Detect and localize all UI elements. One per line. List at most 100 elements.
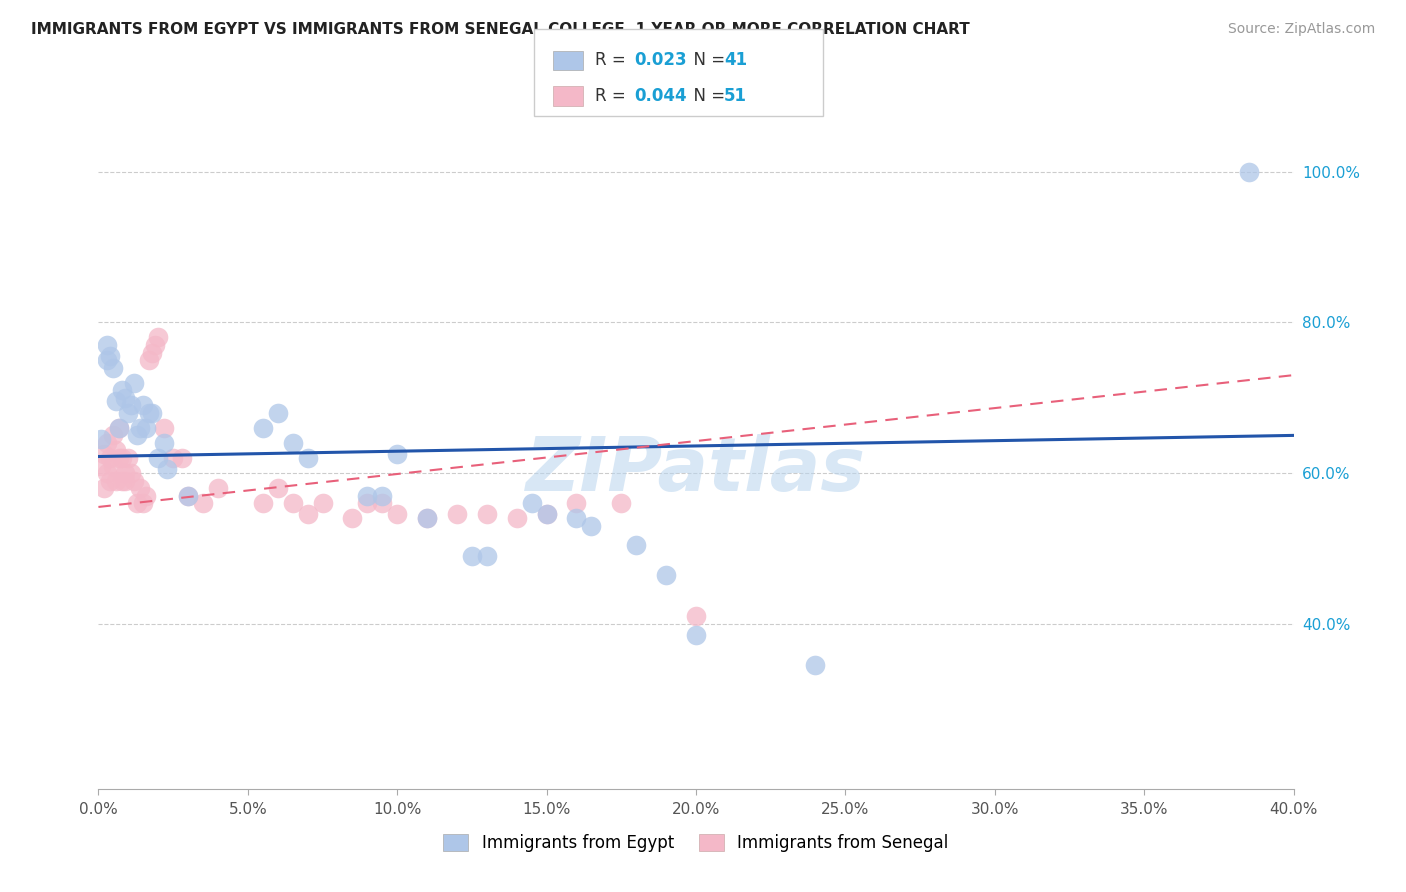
Point	[506, 511, 529, 525]
Point	[148, 330, 170, 344]
Point	[281, 496, 304, 510]
Point	[581, 518, 603, 533]
Point	[105, 474, 128, 488]
Point	[1237, 165, 1260, 179]
Point	[103, 428, 125, 442]
Point	[135, 421, 157, 435]
Point	[120, 466, 142, 480]
Point	[127, 496, 149, 510]
Point	[98, 450, 122, 465]
Point	[105, 394, 128, 409]
Point	[416, 511, 439, 525]
Point	[105, 443, 128, 458]
Point	[385, 508, 409, 522]
Point	[267, 481, 290, 495]
Point	[356, 489, 378, 503]
Point	[129, 421, 152, 435]
Point	[108, 421, 131, 435]
Text: N =: N =	[683, 87, 731, 104]
Point	[446, 508, 468, 522]
Point	[93, 447, 115, 461]
Point	[96, 436, 118, 450]
Point	[172, 450, 194, 465]
Point	[90, 458, 112, 473]
Point	[252, 496, 274, 510]
Point	[156, 462, 179, 476]
Text: N =: N =	[683, 52, 731, 70]
Point	[124, 474, 146, 488]
Point	[385, 447, 409, 461]
Point	[111, 450, 134, 465]
Point	[536, 508, 558, 522]
Text: R =: R =	[595, 52, 631, 70]
Point	[252, 421, 274, 435]
Point	[297, 450, 319, 465]
Point	[132, 496, 155, 510]
Point	[148, 450, 170, 465]
Point	[93, 481, 115, 495]
Point	[98, 474, 122, 488]
Point	[267, 406, 290, 420]
Point	[626, 538, 648, 552]
Point	[342, 511, 364, 525]
Point	[311, 496, 333, 510]
Point	[111, 383, 134, 397]
Point	[565, 496, 588, 510]
Text: 41: 41	[724, 52, 747, 70]
Point	[132, 398, 155, 412]
Point	[685, 609, 707, 624]
Point	[416, 511, 439, 525]
Point	[141, 345, 163, 359]
Point	[127, 428, 149, 442]
Point	[111, 474, 134, 488]
Point	[90, 432, 112, 446]
Point	[96, 466, 118, 480]
Point	[565, 511, 588, 525]
Point	[138, 353, 160, 368]
Point	[207, 481, 229, 495]
Point	[114, 466, 136, 480]
Point	[297, 508, 319, 522]
Point	[129, 481, 152, 495]
Point	[138, 406, 160, 420]
Point	[124, 376, 146, 390]
Point	[281, 436, 304, 450]
Point	[103, 458, 125, 473]
Point	[108, 421, 131, 435]
Point	[143, 338, 166, 352]
Point	[96, 353, 118, 368]
Point	[114, 474, 136, 488]
Point	[114, 391, 136, 405]
Point	[804, 658, 827, 673]
Point	[120, 398, 142, 412]
Text: 51: 51	[724, 87, 747, 104]
Point	[98, 349, 122, 363]
Point	[153, 436, 176, 450]
Text: Source: ZipAtlas.com: Source: ZipAtlas.com	[1227, 22, 1375, 37]
Point	[371, 489, 394, 503]
Point	[536, 508, 558, 522]
Point	[475, 549, 498, 563]
Text: IMMIGRANTS FROM EGYPT VS IMMIGRANTS FROM SENEGAL COLLEGE, 1 YEAR OR MORE CORRELA: IMMIGRANTS FROM EGYPT VS IMMIGRANTS FROM…	[31, 22, 970, 37]
Point	[475, 508, 498, 522]
Point	[135, 489, 157, 503]
Text: R =: R =	[595, 87, 631, 104]
Point	[520, 496, 543, 510]
Point	[141, 406, 163, 420]
Point	[356, 496, 378, 510]
Text: 0.044: 0.044	[634, 87, 686, 104]
Point	[103, 360, 125, 375]
Point	[96, 338, 118, 352]
Point	[162, 450, 184, 465]
Text: ZIPatlas: ZIPatlas	[526, 434, 866, 508]
Point	[177, 489, 200, 503]
Point	[191, 496, 214, 510]
Legend: Immigrants from Egypt, Immigrants from Senegal: Immigrants from Egypt, Immigrants from S…	[437, 828, 955, 859]
Point	[153, 421, 176, 435]
Point	[108, 450, 131, 465]
Point	[685, 628, 707, 642]
Point	[461, 549, 484, 563]
Text: 0.023: 0.023	[634, 52, 686, 70]
Point	[177, 489, 200, 503]
Point	[117, 406, 139, 420]
